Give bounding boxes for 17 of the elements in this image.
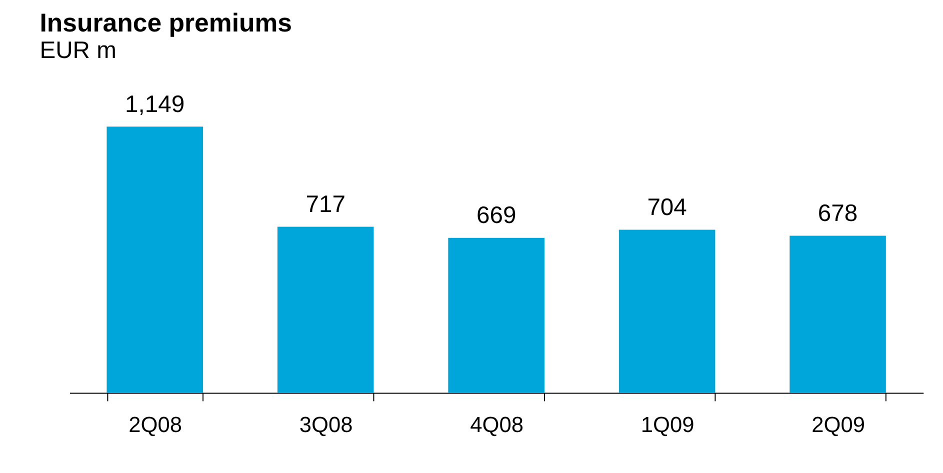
bar <box>277 226 374 393</box>
data-label: 678 <box>818 200 858 227</box>
x-tick-label: 3Q08 <box>299 412 353 437</box>
chart-title: Insurance premiums <box>40 9 292 38</box>
bar <box>618 230 716 393</box>
x-tick-label: 4Q08 <box>470 412 524 437</box>
data-label: 704 <box>647 194 687 221</box>
bar <box>448 238 544 393</box>
x-tick-label: 1Q09 <box>640 412 694 437</box>
bar <box>106 126 203 393</box>
bar <box>790 236 886 393</box>
data-label: 717 <box>306 190 346 218</box>
chart-subtitle: EUR m <box>40 37 116 64</box>
x-tick-label: 2Q08 <box>128 412 182 437</box>
x-tick-label: 2Q09 <box>812 412 865 437</box>
data-label: 1,149 <box>125 90 185 118</box>
data-label: 669 <box>476 202 516 229</box>
